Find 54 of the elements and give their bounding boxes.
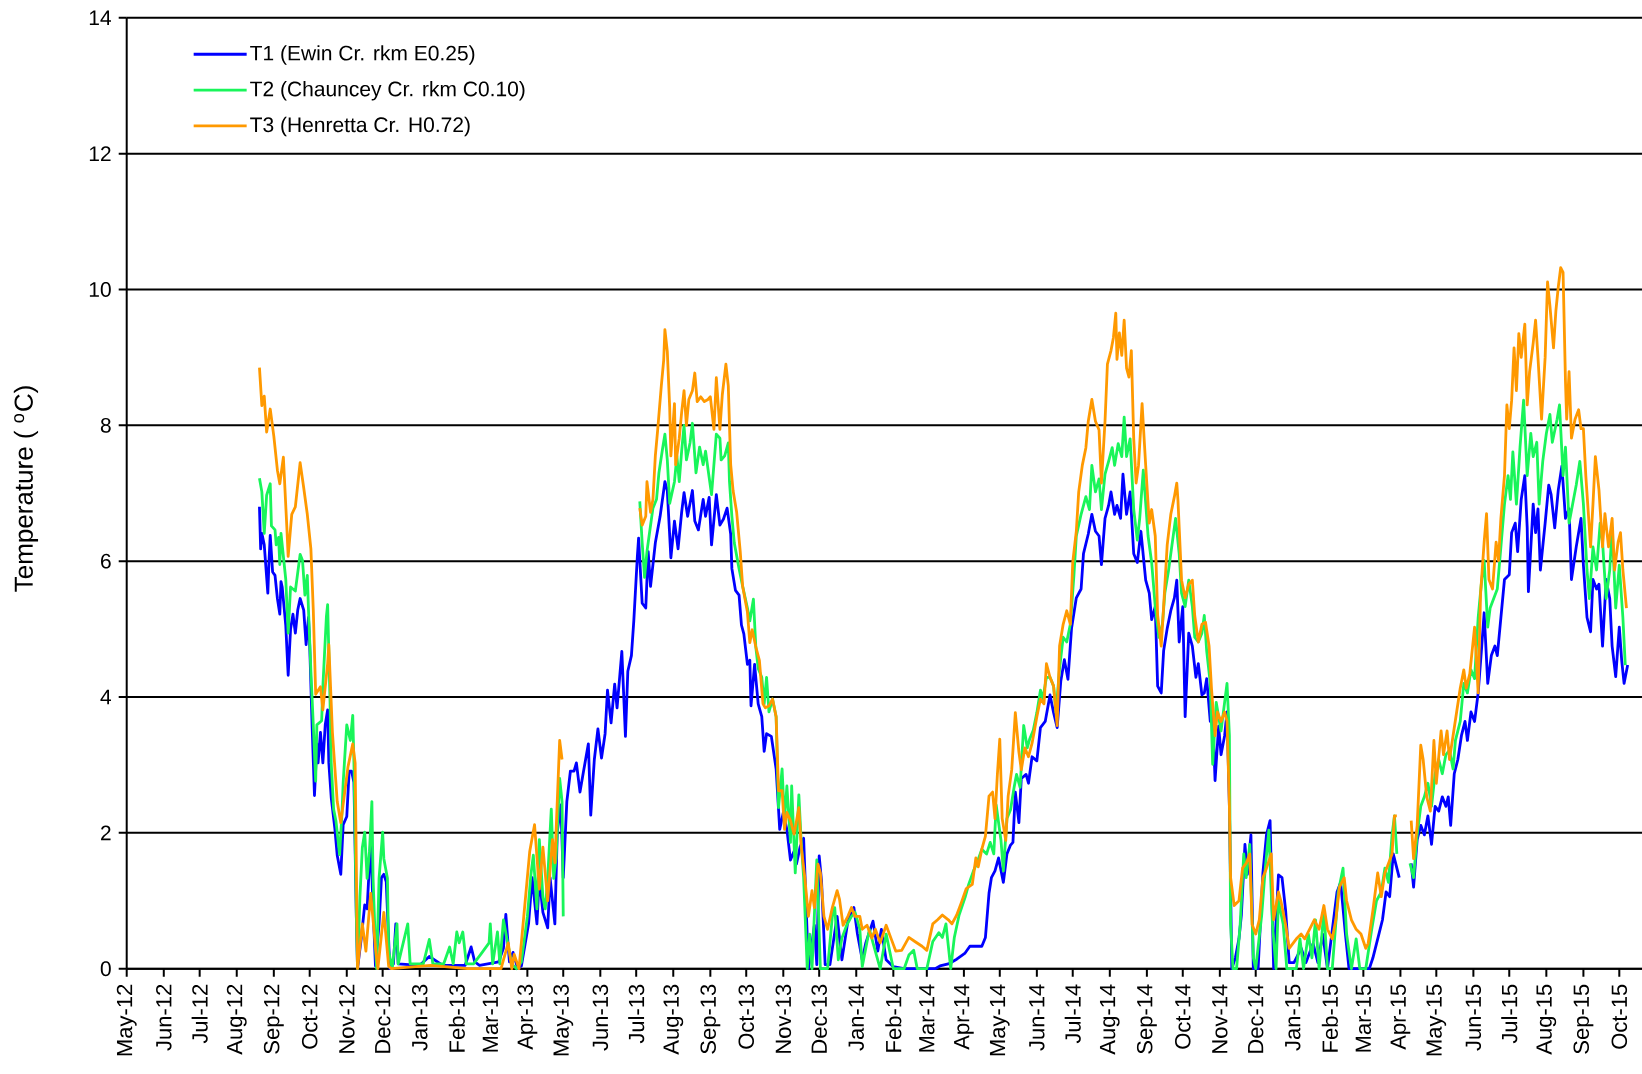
y-tick-label: 14 <box>89 10 111 26</box>
x-tick-label: Oct-13 <box>738 984 755 1049</box>
y-tick-label: 2 <box>101 825 111 841</box>
x-tick-label: Oct-15 <box>1611 984 1628 1049</box>
x-tick-label: Feb-14 <box>885 984 902 1052</box>
x-tick-label: Jan-15 <box>1285 984 1301 1051</box>
x-tick-label: May-13 <box>553 984 574 1056</box>
x-tick-label: May-14 <box>989 984 1010 1056</box>
x-tick-label: Mar-13 <box>482 984 499 1052</box>
x-tick-label: Jul-15 <box>1501 984 1518 1044</box>
x-tick-label: May-15 <box>1426 984 1447 1056</box>
x-tick-label: Apr-14 <box>954 984 974 1050</box>
legend-label: T3 (Henretta Cr. H0.72) <box>250 116 470 137</box>
x-tick-label: Apr-13 <box>517 984 538 1050</box>
x-tick-label: Aug-14 <box>1099 984 1120 1055</box>
x-tick-label: Dec-12 <box>374 984 391 1053</box>
x-tick-label: Feb-15 <box>1321 984 1338 1052</box>
x-tick-label: Nov-13 <box>775 984 792 1053</box>
x-tick-label: Sep-15 <box>1573 984 1594 1054</box>
x-tick-label: Aug-15 <box>1536 984 1557 1055</box>
x-tick-label: Jan-14 <box>848 984 864 1051</box>
x-tick-label: Jul-13 <box>628 984 645 1044</box>
x-tick-label: Jun-12 <box>156 984 172 1051</box>
x-tick-label: Nov-14 <box>1212 984 1228 1053</box>
x-tick-label: Sep-14 <box>1136 984 1157 1054</box>
x-tick-label: Sep-13 <box>700 984 721 1054</box>
y-tick-label: 12 <box>89 146 111 161</box>
y-tick-label: 0 <box>100 961 111 977</box>
x-tick-label: Mar-15 <box>1355 984 1372 1052</box>
y-tick-label: 4 <box>100 689 111 705</box>
x-tick-label: Apr-15 <box>1390 984 1411 1050</box>
x-tick-label: Aug-12 <box>226 984 247 1055</box>
x-tick-label: Jun-13 <box>592 984 609 1051</box>
x-tick-label: Oct-12 <box>301 984 318 1049</box>
x-tick-label: Feb-13 <box>448 984 465 1052</box>
x-tick-label: Sep-12 <box>263 984 284 1054</box>
x-tick-label: Aug-13 <box>663 984 684 1055</box>
x-tick-label: Oct-14 <box>1174 984 1191 1049</box>
y-tick-label: 6 <box>101 553 111 569</box>
y-axis-title: Temperature ( $^{o}$C) <box>13 386 39 592</box>
legend-label: T2 (Chauncey Cr. rkm C0.10) <box>250 80 525 101</box>
x-tick-label: Mar-14 <box>919 984 935 1052</box>
x-tick-label: Jun-14 <box>1029 984 1045 1051</box>
y-tick-label: 10 <box>89 282 111 297</box>
x-tick-label: Dec-14 <box>1248 984 1264 1053</box>
x-tick-label: Jan-13 <box>411 984 428 1051</box>
y-tick-label: 8 <box>100 417 111 433</box>
x-tick-label: Jun-15 <box>1465 984 1482 1051</box>
x-tick-label: Nov-12 <box>339 984 355 1053</box>
x-tick-label: Dec-13 <box>811 984 827 1053</box>
x-tick-label: Jul-14 <box>1064 984 1081 1044</box>
x-tick-label: Jul-12 <box>191 984 208 1044</box>
x-tick-label: May-12 <box>116 984 137 1056</box>
legend-label: T1 (Ewin Cr. rkm E0.25) <box>250 45 475 65</box>
